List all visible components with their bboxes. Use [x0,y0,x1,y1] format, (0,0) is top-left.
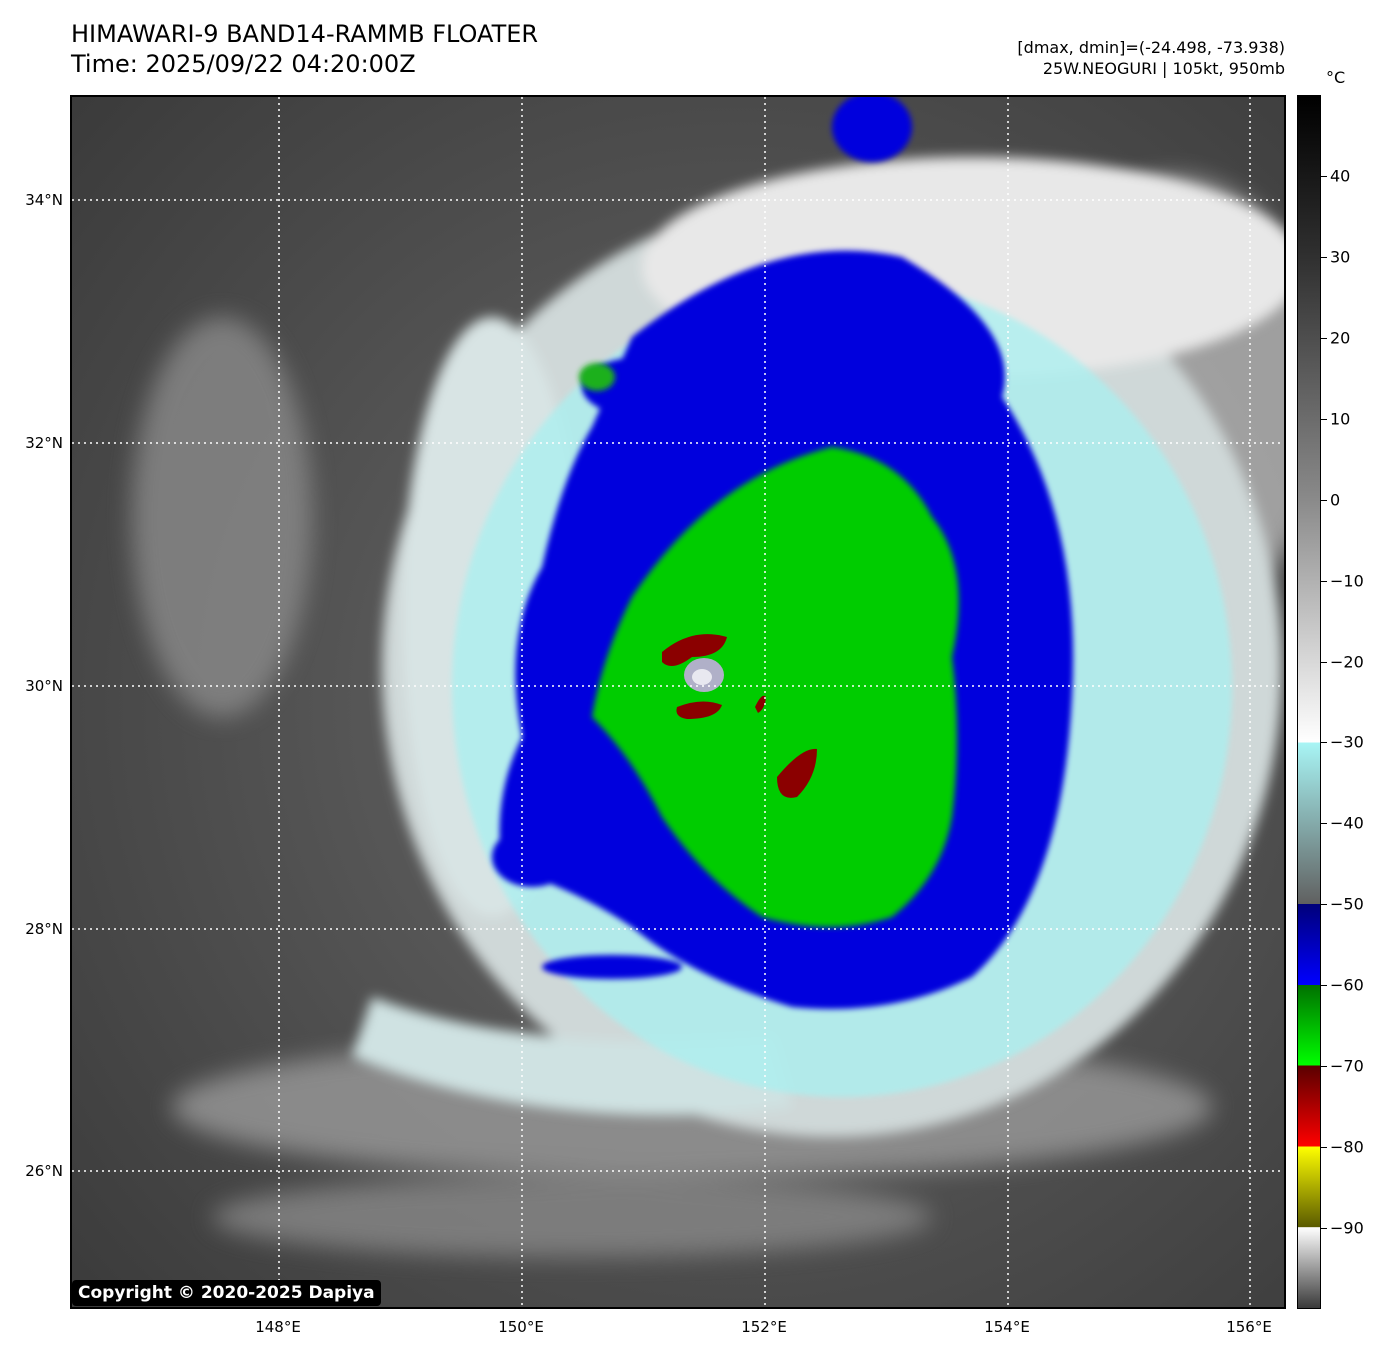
lon-label-150e: 150°E [498,1318,544,1336]
colorbar-tick-label: −50 [1330,894,1364,914]
colorbar-tick-mark [1321,661,1327,663]
lon-label-148e: 148°E [255,1318,301,1336]
colorbar-tick-label: −30 [1330,732,1364,752]
colorbar-tick-mark [1321,175,1327,177]
colorbar-tick-mark [1321,1228,1327,1230]
lat-label-28n: 28°N [25,920,63,938]
colorbar-tick-label: −40 [1330,813,1364,833]
temperature-colorbar [1297,95,1321,1309]
lat-label-30n: 30°N [25,677,63,695]
lat-label-26n: 26°N [25,1162,63,1180]
colorbar-tick-label: −70 [1330,1056,1364,1076]
colorbar-tick-mark [1321,580,1327,582]
colorbar-tick-label: 10 [1330,409,1351,429]
lon-label-156e: 156°E [1226,1318,1272,1336]
copyright-badge: Copyright © 2020-2025 Dapiya [72,1280,381,1306]
colorbar-tick-mark [1321,823,1327,825]
map-title: HIMAWARI-9 BAND14-RAMMB FLOATER [71,20,539,48]
colorbar-tick-label: 20 [1330,328,1351,348]
storm-info: 25W.NEOGURI | 105kt, 950mb [1042,59,1285,78]
colorbar-tick-label: 40 [1330,166,1351,186]
satellite-map [70,95,1286,1309]
colorbar-tick-label: 0 [1330,490,1341,510]
colorbar-tick-label: 30 [1330,247,1351,267]
lat-label-32n: 32°N [25,434,63,452]
colorbar-tick-label: −20 [1330,652,1364,672]
colorbar-tick-mark [1321,742,1327,744]
colorbar-tick-mark [1321,1147,1327,1149]
colorbar-tick-mark [1321,337,1327,339]
map-timestamp: Time: 2025/09/22 04:20:00Z [71,50,416,78]
satellite-image [72,97,1284,1307]
colorbar-tick-label: −80 [1330,1137,1364,1157]
lon-label-152e: 152°E [741,1318,787,1336]
colorbar-tick-mark [1321,499,1327,501]
lon-label-154e: 154°E [984,1318,1030,1336]
colorbar-tick-mark [1321,418,1327,420]
colorbar-tick-mark [1321,1066,1327,1068]
dmax-dmin-readout: [dmax, dmin]=(-24.498, -73.938) [1017,38,1285,57]
colorbar-tick-mark [1321,904,1327,906]
colorbar-unit: °C [1326,68,1346,87]
colorbar-tick-label: −60 [1330,975,1364,995]
colorbar-tick-mark [1321,985,1327,987]
colorbar-tick-label: −90 [1330,1218,1364,1238]
lat-label-34n: 34°N [25,191,63,209]
colorbar-tick-label: −10 [1330,571,1364,591]
colorbar-tick-mark [1321,256,1327,258]
